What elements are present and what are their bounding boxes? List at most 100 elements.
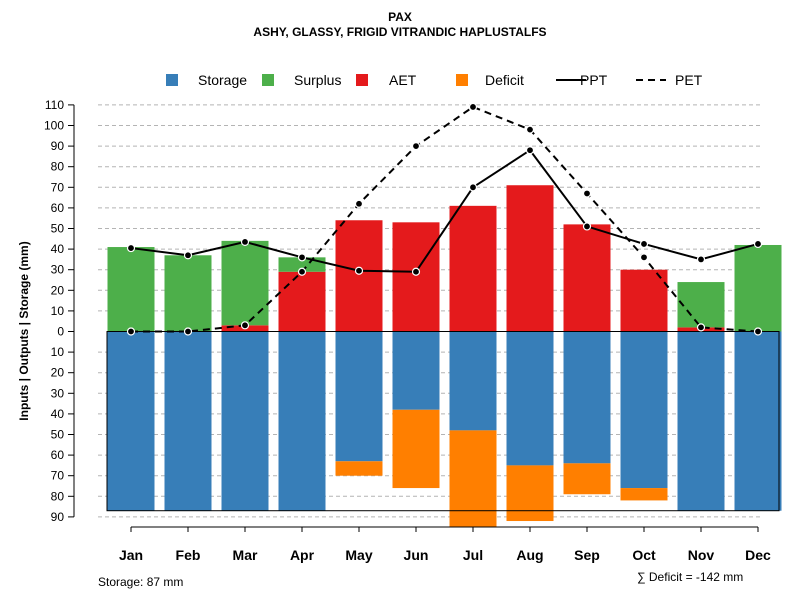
ppt-line-point xyxy=(639,239,649,249)
x-tick-label: Dec xyxy=(745,547,771,563)
pet-line-point xyxy=(411,142,421,151)
deficit-bar xyxy=(392,409,440,489)
chart-title: PAX xyxy=(388,10,412,24)
storage-bar xyxy=(620,331,668,489)
y-axis-label: Inputs | Outputs | Storage (mm) xyxy=(17,241,31,420)
surplus-bar xyxy=(734,244,782,332)
aet-bar xyxy=(449,205,497,332)
deficit-bar xyxy=(506,465,554,522)
deficit-note: ∑ Deficit = -142 mm xyxy=(637,570,744,584)
y-tick-label: 70 xyxy=(51,180,65,194)
storage-bar xyxy=(506,331,554,466)
y-tick-label: 40 xyxy=(51,242,65,256)
pet-line-point xyxy=(354,199,364,208)
ppt-line-point xyxy=(525,146,535,155)
y-tick-label: 90 xyxy=(51,139,65,153)
x-tick-label: Nov xyxy=(688,547,715,563)
y-tick-label: 0 xyxy=(57,325,64,339)
storage-bar xyxy=(449,331,497,431)
ppt-line-point xyxy=(468,183,478,192)
surplus-bar xyxy=(107,247,155,332)
deficit-bar xyxy=(335,461,383,476)
ppt-line-point xyxy=(297,253,307,262)
pet-line-point xyxy=(753,327,763,336)
storage-note: Storage: 87 mm xyxy=(98,575,184,589)
ppt-line-point xyxy=(582,222,592,231)
x-tick-label: Jul xyxy=(463,547,483,563)
aet-bar xyxy=(278,271,326,332)
x-tick-label: Feb xyxy=(176,547,201,563)
y-tick-label: 20 xyxy=(51,283,65,297)
pet-line-point xyxy=(582,189,592,198)
ppt-line-point xyxy=(183,251,193,260)
pet-line-point xyxy=(240,321,250,330)
legend-swatch xyxy=(262,74,274,86)
surplus-bar xyxy=(221,240,269,326)
chart-subtitle: ASHY, GLASSY, FRIGID VITRANDIC HAPLUSTAL… xyxy=(253,25,547,39)
ppt-line-point xyxy=(411,267,421,276)
y-tick-label: 30 xyxy=(51,263,65,277)
aet-bar xyxy=(506,185,554,332)
deficit-bar xyxy=(449,430,497,528)
x-tick-label: Oct xyxy=(632,547,656,563)
x-tick-label: Aug xyxy=(516,547,543,563)
aet-bar xyxy=(620,269,668,332)
storage-bar xyxy=(563,331,611,464)
pet-line-point xyxy=(183,327,193,336)
legend-label: Surplus xyxy=(294,72,341,88)
x-tick-label: Jan xyxy=(119,547,143,563)
pet-line-point xyxy=(639,253,649,262)
y-tick-label: 100 xyxy=(44,119,64,133)
ppt-line-point xyxy=(696,255,706,264)
y-tick-label: 60 xyxy=(51,448,65,462)
surplus-bar xyxy=(164,255,212,332)
storage-bar xyxy=(221,331,269,511)
y-tick-label: 10 xyxy=(51,345,65,359)
y-tick-label: 90 xyxy=(51,510,65,524)
y-tick-label: 110 xyxy=(45,98,64,112)
legend-swatch xyxy=(456,74,468,86)
y-tick-label: 70 xyxy=(51,469,65,483)
ppt-line xyxy=(130,148,759,273)
aet-bar xyxy=(335,220,383,332)
storage-bar xyxy=(107,331,155,511)
pet-line xyxy=(131,105,759,333)
surplus-bar xyxy=(677,282,725,328)
x-tick-label: Jun xyxy=(404,547,429,563)
legend-label: PPT xyxy=(580,72,608,88)
x-tick-label: Sep xyxy=(574,547,600,563)
legend-swatch xyxy=(166,74,178,86)
storage-bar xyxy=(335,331,383,462)
legend-label: AET xyxy=(389,72,417,88)
aet-bar xyxy=(392,222,440,332)
x-tick-label: May xyxy=(345,547,372,563)
y-tick-label: 10 xyxy=(51,304,65,318)
deficit-bar xyxy=(563,463,611,495)
ppt-line-point xyxy=(354,266,364,275)
ppt-line-point xyxy=(126,243,136,253)
y-tick-label: 40 xyxy=(51,407,65,421)
aet-bar xyxy=(563,224,611,332)
legend-swatch xyxy=(356,74,368,86)
storage-bar xyxy=(392,331,440,410)
legend-label: Storage xyxy=(198,72,247,88)
pet-line-point xyxy=(696,323,706,332)
storage-bar xyxy=(278,331,326,511)
legend-label: Deficit xyxy=(485,72,524,88)
y-tick-label: 50 xyxy=(51,222,65,236)
x-tick-label: Mar xyxy=(233,547,258,563)
x-tick-label: Apr xyxy=(290,547,315,563)
pet-line-point xyxy=(126,327,136,336)
y-tick-label: 30 xyxy=(51,386,65,400)
y-tick-label: 20 xyxy=(51,366,65,380)
legend-label: PET xyxy=(675,72,703,88)
ppt-line-point xyxy=(240,237,250,246)
pet-line-point xyxy=(468,102,478,112)
pet-line-point xyxy=(297,267,307,276)
deficit-bar xyxy=(620,488,668,501)
storage-bar xyxy=(677,331,725,511)
storage-bar xyxy=(164,331,212,511)
y-tick-label: 80 xyxy=(51,489,65,503)
pet-line-point xyxy=(525,125,535,134)
